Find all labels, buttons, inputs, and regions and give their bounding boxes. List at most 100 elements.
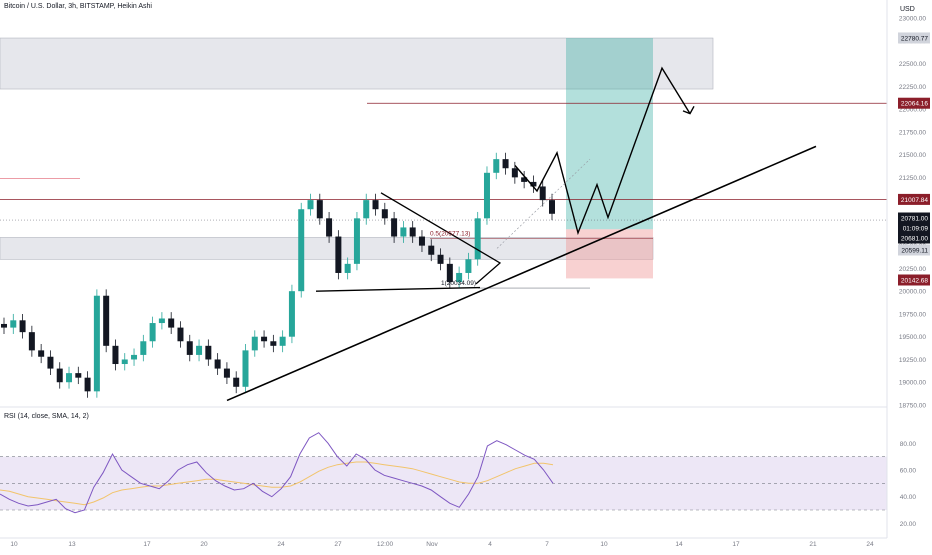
candle-body [493,159,500,173]
candle-body [168,318,175,328]
fib-extension [496,158,591,249]
candle-body [549,200,555,214]
price-label: 20781.00 [901,216,928,223]
price-axis: USD23000.0022750.0022500.0022250.0022000… [886,0,930,538]
rsi-pane [0,406,887,514]
candle-body [93,295,100,392]
candle-body [261,336,268,342]
rsi-indicator-label: RSI (14, close, SMA, 14, 2) [4,413,89,420]
candle-body [38,350,45,357]
base-line [315,286,481,292]
candle-body [372,200,379,210]
time-tick-label: 13 [68,541,76,548]
candle-body [131,354,138,360]
candle-body [418,236,425,246]
time-axis: 10 13 17 20 24 27 12:00 Nov 4 7 10 14 17 21 24 [0,537,887,548]
candle-body [409,227,416,237]
price-label: 01:09:09 [903,226,929,233]
price-label: 20681.00 [901,236,928,243]
time-tick-label: 10 [600,541,608,548]
candle-body [242,350,249,387]
candle-body [381,209,388,219]
price-tick-label: 19750.00 [899,311,926,318]
price-tick-label: 18750.00 [899,403,926,410]
price-label-bg [898,97,930,109]
candle-body [502,159,509,169]
price-pane: 0.5(20577.13) 1(20034.09) [0,37,887,402]
time-tick-label: 17 [143,541,151,548]
candle-body [456,272,463,283]
candle-body [298,209,305,292]
price-tick-label: 23000.00 [899,16,926,23]
candle-body [511,168,518,178]
fib-annotation: 1(20034.09) [441,280,476,287]
time-tick-label: 21 [809,541,817,548]
price-tick-label: 22250.00 [899,84,926,91]
time-tick-label: 27 [334,541,342,548]
price-tick-label: 20250.00 [899,266,926,273]
ascending-trendline [226,145,817,402]
chart-title: Bitcoin / U.S. Dollar, 3h, BITSTAMP, Hei… [4,3,152,10]
candle-body [279,336,286,346]
time-tick-label: 7 [545,541,549,548]
time-tick-label: 24 [277,541,285,548]
rsi-sma-line [0,461,554,506]
currency-label: USD [900,6,915,13]
candle-body [326,218,333,237]
time-tick-label: Nov [426,541,438,548]
candle-body [214,359,221,369]
price-label-bg [898,232,930,244]
candle-body [344,263,351,273]
candle-body [177,327,184,342]
candle-body [1,323,7,328]
price-tick-label: 20000.00 [899,289,926,296]
target-zone [566,38,653,230]
price-label: 21007.84 [901,197,928,204]
price-tick-label: 21250.00 [899,175,926,182]
candle-body [251,336,258,351]
price-label: 20599.11 [901,248,928,255]
rsi-tick-label: 20.00 [900,521,917,528]
time-tick-label: 12:00 [377,541,394,548]
candle-body [335,236,342,273]
candle-body [474,218,481,260]
wedge-lines [380,192,502,285]
candle-body [186,341,193,355]
candle-body [84,377,91,392]
projection-arrowhead [682,105,695,115]
candle-body [530,181,537,187]
candle-body [66,373,73,383]
time-tick-label: 24 [866,541,874,548]
candle-body [10,320,17,328]
candle-body [316,200,323,219]
candle-body [307,200,314,210]
price-tick-label: 19250.00 [899,357,926,364]
rsi-tick-label: 40.00 [900,494,917,501]
price-label: 22780.77 [901,35,928,42]
fib-annotation: 0.5(20577.13) [430,231,470,238]
candle-body [47,356,54,369]
candle-body [521,177,528,182]
candle-body [205,345,212,360]
candle-body [483,172,490,219]
price-label-bg [898,222,930,234]
candle-body [103,295,110,346]
candle-body [158,318,165,324]
time-tick-label: 20 [200,541,208,548]
rsi-line [0,432,554,514]
price-label-bg [898,32,930,44]
candle-body [465,259,472,273]
price-tick-label: 19500.00 [899,334,926,341]
price-tick-label: 21750.00 [899,129,926,136]
candle-body [19,320,26,333]
candle-body [539,186,546,201]
candle-body [446,263,453,283]
time-tick-label: 10 [10,541,18,548]
price-label-bg [898,274,930,286]
price-tick-label: 22500.00 [899,61,926,68]
candle-body [149,323,156,342]
price-label-bg [898,193,930,205]
candle-body [121,359,128,365]
